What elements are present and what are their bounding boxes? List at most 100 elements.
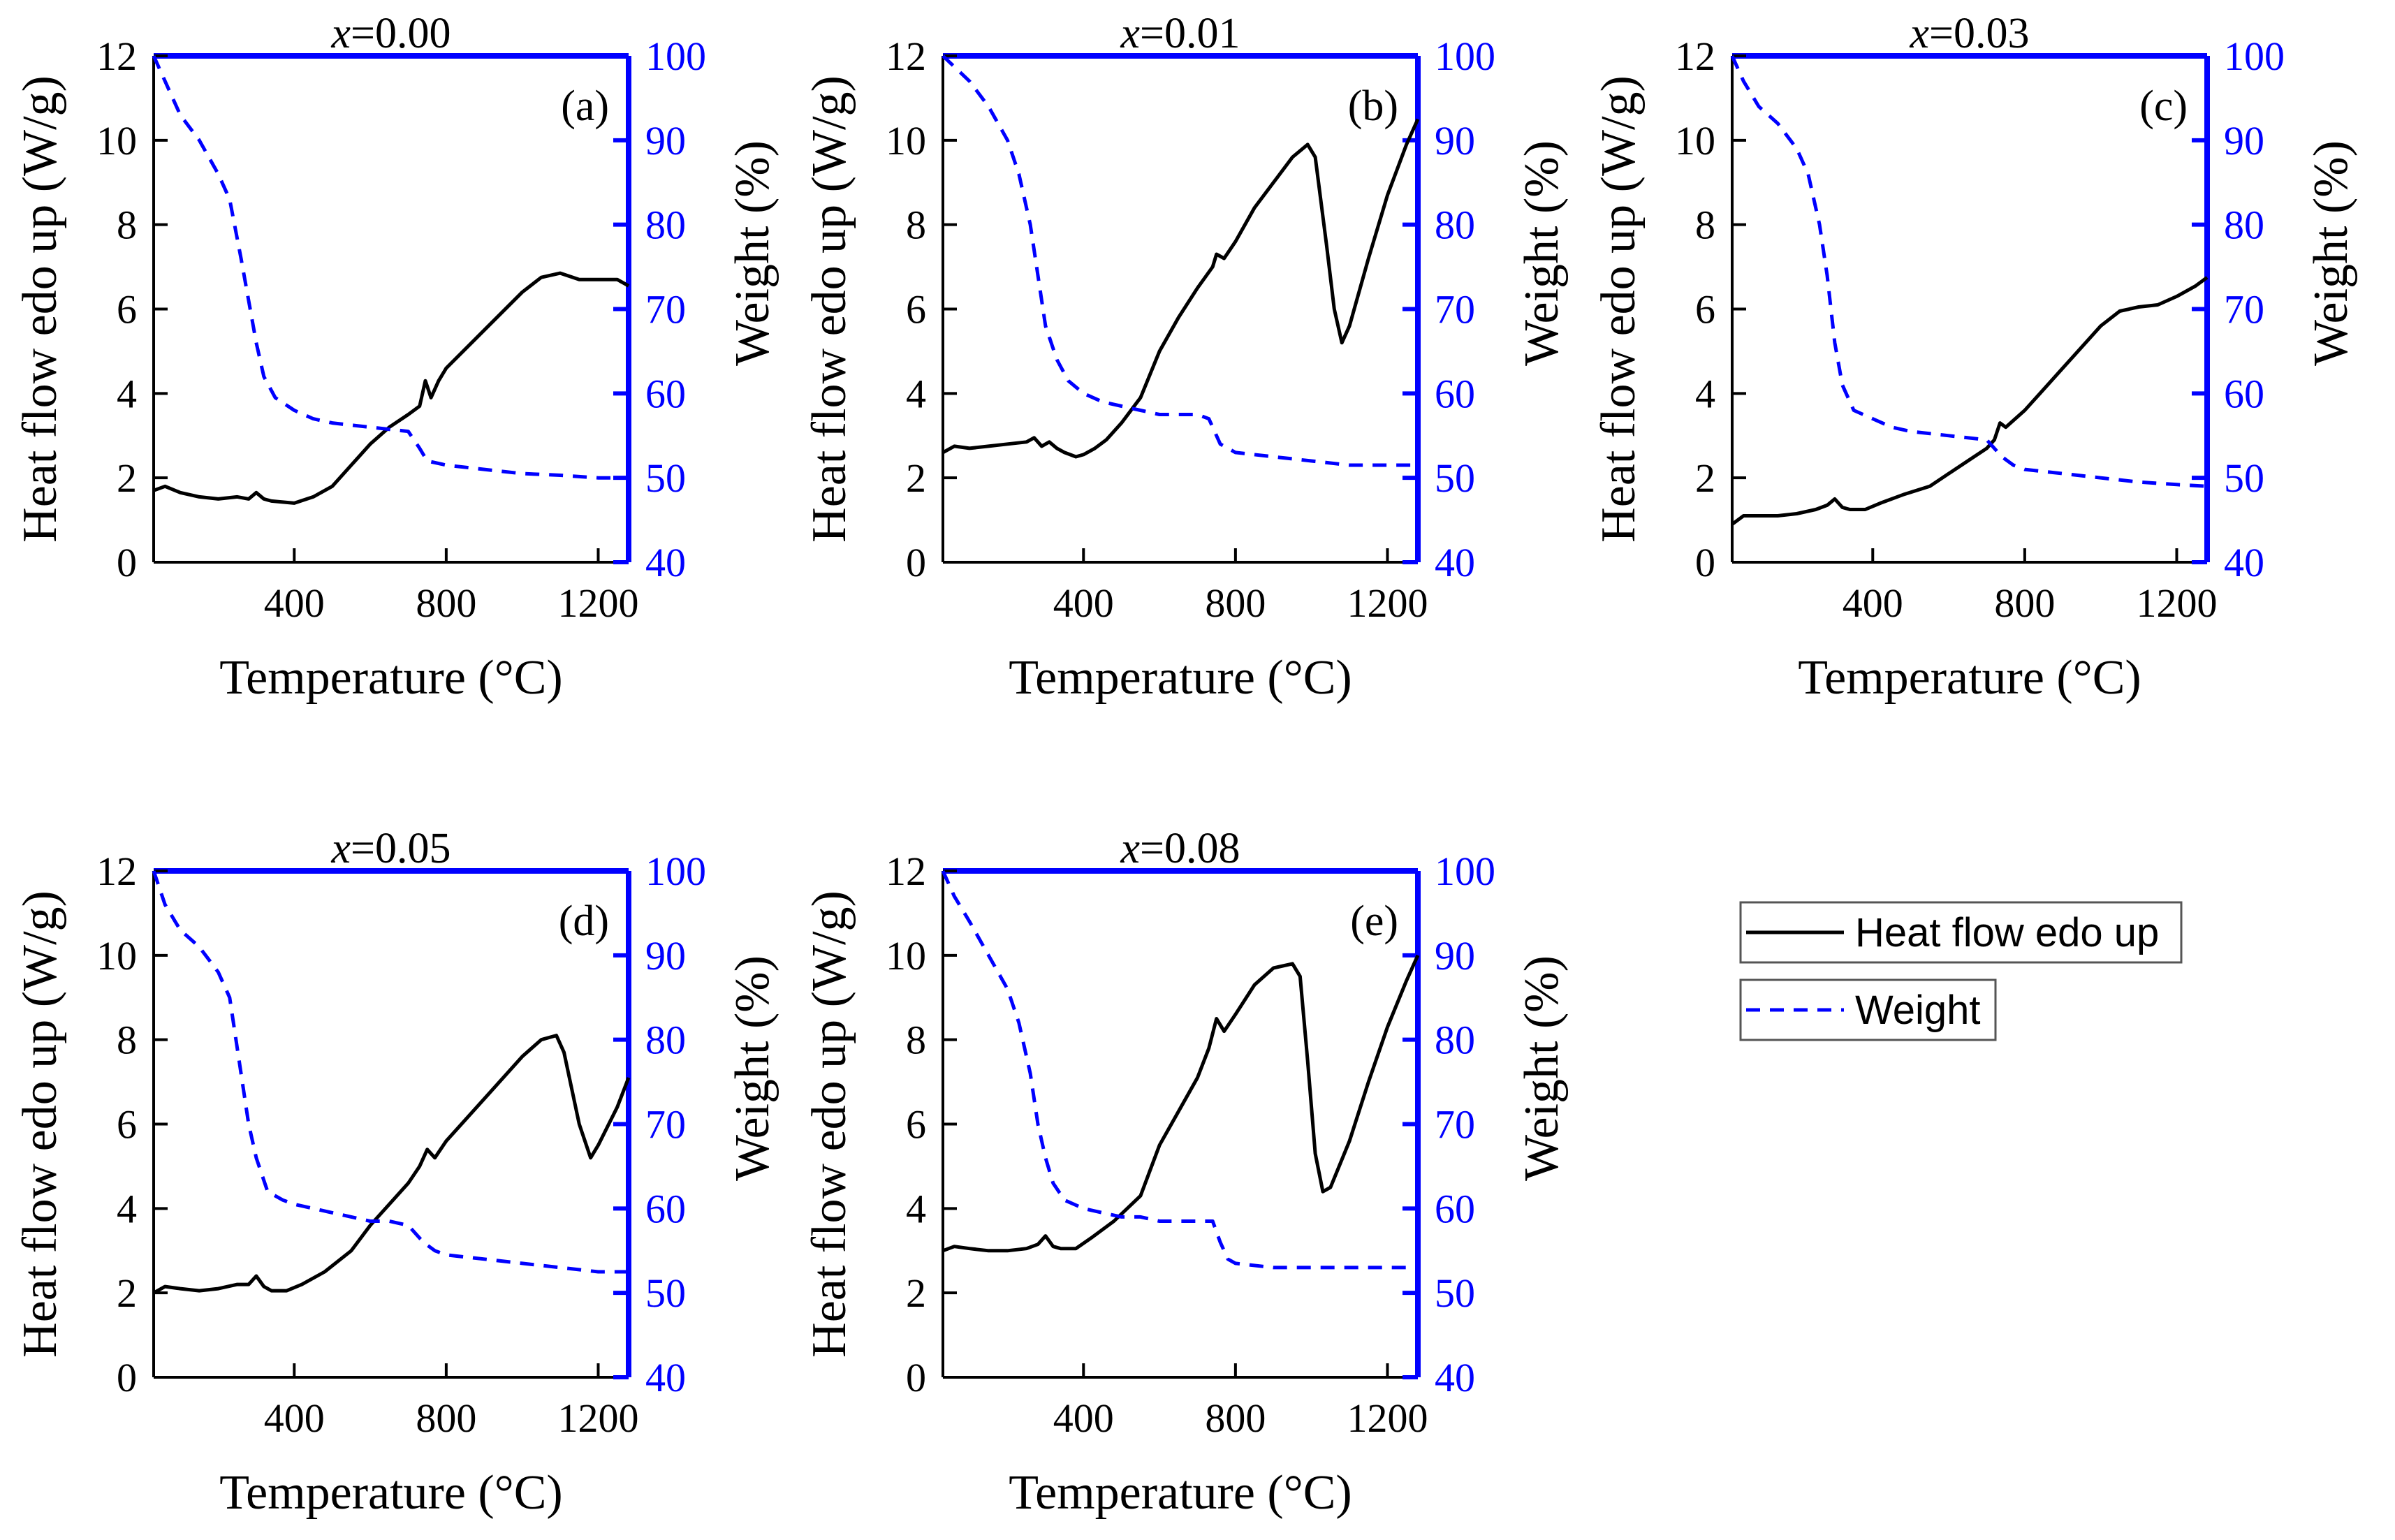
- y-right-tick-label: 70: [645, 287, 686, 332]
- y-right-tick-label: 100: [1435, 34, 1495, 79]
- weight-line: [152, 870, 629, 1274]
- y-right-tick-label: 90: [645, 118, 686, 163]
- y-left-tick-label: 6: [906, 1102, 926, 1147]
- y-left-tick-label: 4: [1695, 371, 1715, 416]
- y-left-tick-label: 4: [906, 1186, 926, 1231]
- panel-title-value: =0.01: [1140, 10, 1240, 57]
- heat-flow-line: [1731, 276, 2209, 526]
- y-axis-left-title: Heat flow edo up (W/g): [803, 890, 856, 1358]
- y-axis-right-title: Weight (%): [2304, 140, 2358, 366]
- x-axis-title: Temperature (°C): [1009, 1466, 1352, 1520]
- heat-flow-line: [152, 1034, 631, 1295]
- y-right-tick-label: 80: [645, 203, 686, 248]
- y-left-tick-label: 12: [1675, 34, 1715, 79]
- panel-label: (a): [561, 82, 609, 130]
- x-axis-title: Temperature (°C): [1009, 651, 1352, 705]
- panel-a: 400 800 1200 0 2 4 6 8 10 12 40 50 60 70 80 90 100 Temper…: [13, 10, 779, 705]
- y-left-tick-label: 4: [117, 1186, 137, 1231]
- y-left-tick-label: 0: [906, 540, 926, 585]
- y-left-tick-label: 6: [117, 287, 137, 332]
- y-right-tick-label: 90: [2224, 118, 2264, 163]
- y-right-tick-label: 50: [645, 1270, 686, 1316]
- y-right-tick-label: 40: [2224, 540, 2264, 585]
- y-left-tick-label: 4: [906, 371, 926, 416]
- panel-label: (d): [559, 897, 609, 945]
- panel-title: x=0.05: [331, 825, 451, 872]
- weight-line: [942, 54, 1418, 467]
- y-right-tick-label: 50: [1435, 455, 1475, 501]
- y-right-tick-label: 80: [1435, 203, 1475, 248]
- y-left-tick-label: 0: [906, 1355, 926, 1400]
- y-right-tick-label: 70: [2224, 287, 2264, 332]
- y-left-tick-label: 10: [1675, 118, 1715, 163]
- y-left-tick-label: 8: [906, 203, 926, 248]
- y-right-tick-label: 60: [1435, 1186, 1475, 1231]
- panel-label: (b): [1348, 82, 1398, 130]
- panel-e: 400 800 1200 0 2 4 6 8 10 12 40 50 60 70 80 90 100 Temper…: [803, 825, 1569, 1520]
- x-tick-label: 1200: [1347, 580, 1428, 626]
- y-left-tick-label: 2: [117, 1270, 137, 1316]
- x-tick-label: 400: [1053, 580, 1114, 626]
- panel-title-variable: x: [331, 825, 351, 872]
- y-axis-right-title: Weight (%): [1515, 955, 1569, 1181]
- panel-title-value: =0.00: [351, 10, 451, 57]
- y-right-tick-label: 70: [1435, 287, 1475, 332]
- y-left-tick-label: 6: [117, 1102, 137, 1147]
- y-right-tick-label: 70: [645, 1102, 686, 1147]
- panel-title: x=0.01: [1120, 10, 1240, 57]
- x-tick-label: 400: [1053, 1395, 1114, 1441]
- x-tick-label: 400: [264, 580, 325, 626]
- x-tick-label: 1200: [2136, 580, 2217, 626]
- y-right-tick-label: 90: [1435, 118, 1475, 163]
- y-right-tick-label: 100: [1435, 849, 1495, 894]
- y-axis-left-title: Heat flow edo up (W/g): [803, 75, 856, 543]
- weight-line: [1730, 54, 2208, 488]
- y-axis-right-title: Weight (%): [1515, 140, 1569, 366]
- y-axis-right-title: Weight (%): [726, 140, 779, 366]
- y-left-tick-label: 8: [117, 1018, 137, 1063]
- y-left-tick-label: 0: [117, 540, 137, 585]
- x-axis-title: Temperature (°C): [219, 651, 562, 705]
- x-tick-label: 400: [1843, 580, 1903, 626]
- panel-title: x=0.00: [331, 10, 451, 57]
- panel-title-value: =0.05: [351, 825, 451, 872]
- heat-flow-line: [153, 271, 630, 505]
- y-left-tick-label: 10: [96, 933, 137, 978]
- y-left-tick-label: 12: [886, 849, 926, 894]
- y-left-tick-label: 10: [886, 118, 926, 163]
- y-right-tick-label: 50: [1435, 1270, 1475, 1316]
- y-left-tick-label: 8: [117, 203, 137, 248]
- x-tick-label: 400: [264, 1395, 325, 1441]
- panel-title-value: =0.03: [1929, 10, 2029, 57]
- weight-line: [941, 870, 1418, 1270]
- y-right-tick-label: 50: [645, 455, 686, 501]
- y-right-tick-label: 80: [1435, 1018, 1475, 1063]
- panel-title-variable: x: [1120, 825, 1141, 872]
- y-left-tick-label: 0: [1695, 540, 1715, 585]
- panel-title-value: =0.08: [1140, 825, 1240, 872]
- panel-title-variable: x: [331, 10, 351, 57]
- y-left-tick-label: 8: [1695, 203, 1715, 248]
- weight-line: [152, 54, 629, 480]
- panel-label: (c): [2139, 82, 2188, 130]
- y-right-tick-label: 70: [1435, 1102, 1475, 1147]
- y-axis-left-title: Heat flow edo up (W/g): [13, 890, 67, 1358]
- y-right-tick-label: 60: [1435, 371, 1475, 416]
- x-tick-label: 800: [1205, 1395, 1266, 1441]
- y-right-tick-label: 80: [645, 1018, 686, 1063]
- y-right-tick-label: 100: [645, 34, 706, 79]
- x-tick-label: 1200: [557, 580, 638, 626]
- panel-b: 400 800 1200 0 2 4 6 8 10 12 40 50 60 70 80 90 100 Temper…: [803, 10, 1569, 705]
- y-left-tick-label: 12: [886, 34, 926, 79]
- x-axis-title: Temperature (°C): [219, 1466, 562, 1520]
- legend: Heat flow edo up Weight: [1739, 901, 2183, 1041]
- y-left-tick-label: 2: [906, 1270, 926, 1316]
- panel-title-variable: x: [1120, 10, 1141, 57]
- chart-panels: 400 800 1200024681012405060708090100Temper…: [13, 10, 2358, 1520]
- x-tick-label: 800: [1205, 580, 1266, 626]
- y-left-tick-label: 10: [96, 118, 137, 163]
- y-right-tick-label: 80: [2224, 203, 2264, 248]
- y-right-tick-label: 50: [2224, 455, 2264, 501]
- y-left-tick-label: 6: [906, 287, 926, 332]
